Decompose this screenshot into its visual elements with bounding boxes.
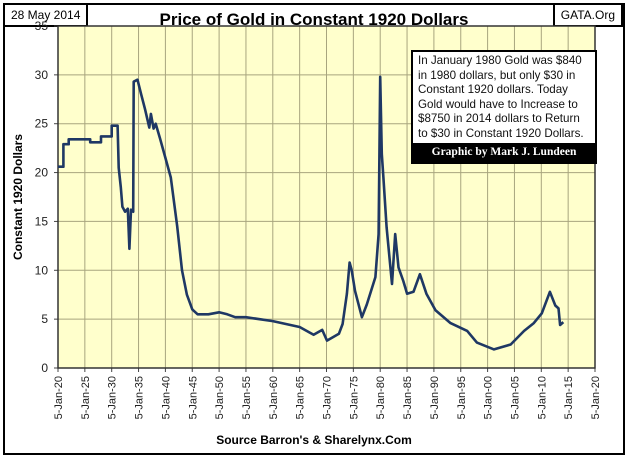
y-tick-label: 5 [41, 312, 48, 326]
x-tick-label: 5-Jan-10 [536, 376, 548, 419]
x-tick-label: 5-Jan-65 [295, 376, 307, 419]
y-axis-label: Constant 1920 Dollars [11, 134, 25, 260]
y-tick-label: 0 [41, 361, 48, 375]
x-tick-label: 5-Jan-20 [53, 376, 65, 419]
date-box: 28 May 2014 [3, 3, 89, 27]
plot-border [57, 25, 596, 369]
x-tick-label: 5-Jan-30 [107, 376, 119, 419]
annotation-text: In January 1980 Gold was $840 in 1980 do… [418, 54, 584, 140]
x-tick-label: 5-Jan-25 [80, 376, 92, 419]
y-tick-label: 20 [35, 166, 49, 180]
x-tick-label: 5-Jan-35 [134, 376, 146, 419]
x-tick-label: 5-Jan-50 [214, 376, 226, 419]
x-tick-label: 5-Jan-05 [509, 376, 521, 419]
x-tick-label: 5-Jan-55 [241, 376, 253, 419]
gold-price-line [58, 75, 565, 351]
credit-label: Graphic by Mark J. Lundeen [413, 143, 595, 162]
outer-border [3, 3, 625, 455]
chart-title: Price of Gold in Constant 1920 Dollars [159, 10, 469, 29]
y-tick-label: 35 [35, 19, 49, 33]
y-tick-label: 15 [35, 214, 49, 228]
x-tick-label: 5-Jan-40 [160, 376, 172, 419]
x-tick-label: 5-Jan-60 [268, 376, 280, 419]
x-tick-label: 5-Jan-85 [402, 376, 414, 419]
y-tick-label: 10 [35, 263, 49, 277]
y-tick-label: 25 [35, 117, 49, 131]
y-tick-label: 30 [35, 68, 49, 82]
x-tick-label: 5-Jan-70 [322, 376, 334, 419]
x-tick-label: 5-Jan-20 [590, 376, 602, 419]
x-tick-label: 5-Jan-95 [456, 376, 468, 419]
x-tick-label: 5-Jan-00 [483, 376, 495, 419]
x-tick-label: 5-Jan-90 [429, 376, 441, 419]
x-tick-label: 5-Jan-75 [348, 376, 360, 419]
x-tick-label: 5-Jan-15 [563, 376, 575, 419]
x-tick-label: 5-Jan-80 [375, 376, 387, 419]
x-axis-label: Source Barron's & Sharelynx.Com [216, 433, 412, 447]
annotation-box: In January 1980 Gold was $840 in 1980 do… [411, 50, 597, 164]
x-tick-label: 5-Jan-45 [187, 376, 199, 419]
